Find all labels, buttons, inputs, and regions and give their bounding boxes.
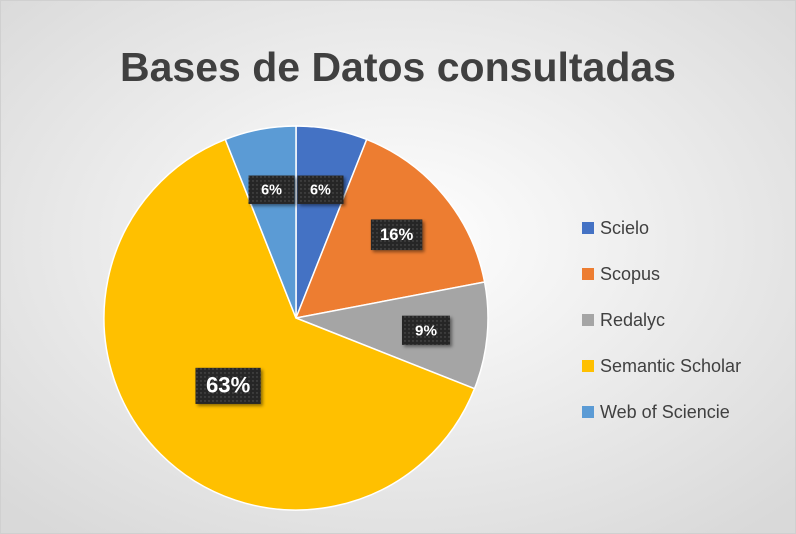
- legend-label: Redalyc: [600, 310, 665, 330]
- pie: [103, 125, 489, 511]
- legend-swatch: [582, 314, 594, 326]
- data-label-box: [370, 219, 423, 251]
- pie-slice: [103, 138, 476, 511]
- data-label: 63%: [206, 373, 251, 398]
- data-labels: 6% 16% 9% 63% 6%: [195, 175, 450, 404]
- data-label: 6%: [310, 183, 331, 199]
- data-label: 16%: [380, 225, 413, 244]
- legend: Scielo Scopus Redalyc Semantic Scholar Web o…: [582, 218, 741, 422]
- legend-label: Web of Sciencie: [600, 402, 730, 422]
- data-label-box: [297, 175, 344, 204]
- data-label: 9%: [415, 322, 437, 339]
- legend-label: Scopus: [600, 264, 660, 284]
- data-label-box: [195, 367, 261, 404]
- data-label: 6%: [261, 183, 282, 199]
- legend-swatch: [582, 268, 594, 280]
- legend-label: Scielo: [600, 218, 649, 238]
- data-label-box: [401, 315, 450, 345]
- pie-slice: [224, 125, 297, 319]
- data-label-box: [248, 175, 295, 204]
- legend-swatch: [582, 406, 594, 418]
- legend-label: Semantic Scholar: [600, 356, 741, 376]
- legend-swatch: [582, 360, 594, 372]
- legend-swatch: [582, 222, 594, 234]
- pie-slice: [293, 281, 489, 390]
- chart-title: Bases de Datos consultadas: [120, 44, 676, 90]
